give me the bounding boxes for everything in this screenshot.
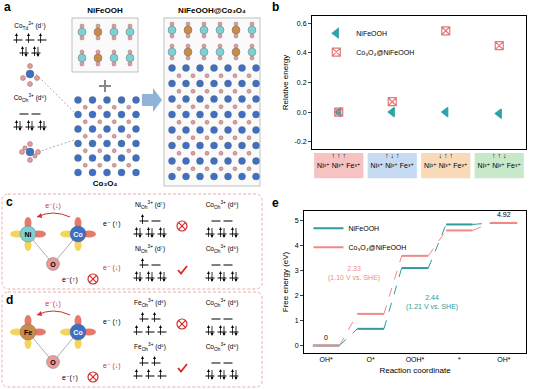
svg-text:Fe: Fe bbox=[24, 329, 32, 336]
svg-text:O: O bbox=[50, 261, 56, 268]
svg-text:NiOh3+ (d⁷): NiOh3+ (d⁷) bbox=[135, 200, 165, 211]
svg-text:OOH*: OOH* bbox=[406, 356, 425, 363]
svg-text:0.2: 0.2 bbox=[297, 79, 307, 86]
svg-text:2.33(1.10 V vs. SHE): 2.33(1.10 V vs. SHE) bbox=[328, 265, 380, 282]
svg-text:d: d bbox=[6, 293, 13, 307]
svg-text:NiFeOOH: NiFeOOH bbox=[348, 225, 379, 232]
svg-text:2: 2 bbox=[295, 292, 299, 299]
html-text:e: e bbox=[272, 196, 279, 210]
svg-text:NiOh3+ (d⁷): NiOh3+ (d⁷) bbox=[135, 244, 165, 255]
svg-text:-0.2: -0.2 bbox=[295, 138, 307, 145]
svg-text:Ni: Ni bbox=[25, 231, 32, 238]
svg-text:0.0: 0.0 bbox=[297, 109, 307, 116]
svg-text:CoTd2+ (d⁷): CoTd2+ (d⁷) bbox=[14, 21, 46, 32]
svg-text:e⁻(↑): e⁻(↑) bbox=[62, 276, 78, 284]
svg-text:↑ ↑ ↑Ni³⁺ Ni³⁺ Fe³⁺: ↑ ↑ ↑Ni³⁺ Ni³⁺ Fe³⁺ bbox=[317, 152, 361, 168]
svg-text:c: c bbox=[6, 195, 13, 209]
svg-text:*: * bbox=[458, 356, 461, 363]
svg-text:e⁻(↑): e⁻(↑) bbox=[62, 374, 78, 382]
svg-text:CoOh3+ (d⁶): CoOh3+ (d⁶) bbox=[206, 244, 239, 255]
svg-text:Co₃O₄: Co₃O₄ bbox=[93, 179, 118, 188]
svg-text:O*: O* bbox=[367, 356, 375, 363]
svg-text:e⁻ (↓): e⁻ (↓) bbox=[103, 264, 121, 272]
svg-text:Co₃O₄@NiFeOOH: Co₃O₄@NiFeOOH bbox=[356, 49, 414, 56]
svg-text:0: 0 bbox=[324, 334, 328, 341]
svg-text:CoOh3+ (d⁶): CoOh3+ (d⁶) bbox=[14, 93, 47, 104]
svg-text:CoOh3+ (d⁶): CoOh3+ (d⁶) bbox=[206, 342, 239, 353]
svg-text:3: 3 bbox=[295, 267, 299, 274]
svg-text:5: 5 bbox=[295, 217, 299, 224]
svg-text:e⁻(↓): e⁻(↓) bbox=[45, 300, 61, 308]
svg-text:4.92: 4.92 bbox=[497, 211, 511, 218]
svg-text:OH*: OH* bbox=[320, 356, 334, 363]
svg-text:FeOh3+ (d⁵): FeOh3+ (d⁵) bbox=[134, 342, 166, 353]
svg-text:NiFeOOH: NiFeOOH bbox=[356, 30, 387, 37]
svg-text:4: 4 bbox=[295, 242, 299, 249]
html-text:b: b bbox=[272, 0, 280, 14]
svg-text:0: 0 bbox=[295, 342, 299, 349]
svg-text:e⁻(↓): e⁻(↓) bbox=[45, 202, 61, 210]
svg-text:Co: Co bbox=[73, 329, 82, 336]
svg-text:a: a bbox=[4, 0, 11, 14]
svg-text:Reaction coordinate: Reaction coordinate bbox=[379, 366, 451, 375]
svg-text:Co₃O₄@NiFeOOH: Co₃O₄@NiFeOOH bbox=[348, 244, 406, 251]
svg-text:Co: Co bbox=[73, 231, 82, 238]
svg-text:e⁻ (↓): e⁻ (↓) bbox=[103, 362, 121, 370]
svg-text:2.44(1.21 V vs. SHE): 2.44(1.21 V vs. SHE) bbox=[406, 294, 458, 311]
svg-text:e⁻ (↑): e⁻ (↑) bbox=[103, 220, 121, 228]
svg-text:0.4: 0.4 bbox=[297, 49, 307, 56]
svg-text:↓ ↑ ↑Ni³⁺ Ni³⁺ Fe³⁺: ↓ ↑ ↑Ni³⁺ Ni³⁺ Fe³⁺ bbox=[424, 152, 468, 168]
svg-text:NiFeOOH: NiFeOOH bbox=[87, 6, 123, 15]
svg-text:↑ ↑ ↓Ni³⁺ Ni³⁺ Fe³⁺: ↑ ↑ ↓Ni³⁺ Ni³⁺ Fe³⁺ bbox=[478, 152, 522, 168]
svg-text:FeOh3+ (d⁵): FeOh3+ (d⁵) bbox=[134, 298, 166, 309]
svg-text:NiFeOOH@Co₃O₄: NiFeOOH@Co₃O₄ bbox=[178, 6, 246, 15]
svg-text:e⁻ (↑): e⁻ (↑) bbox=[103, 318, 121, 326]
svg-text:Free energy (eV): Free energy (eV) bbox=[281, 251, 290, 312]
svg-text:O: O bbox=[50, 359, 56, 366]
svg-text:1: 1 bbox=[295, 317, 299, 324]
svg-text:CoOh3+ (d⁶): CoOh3+ (d⁶) bbox=[206, 298, 239, 309]
svg-text:CoOh3+ (d⁶): CoOh3+ (d⁶) bbox=[206, 200, 239, 211]
svg-text:↑ ↓ ↑Ni³⁺ Ni³⁺ Fe³⁺: ↑ ↓ ↑Ni³⁺ Ni³⁺ Fe³⁺ bbox=[371, 152, 415, 168]
svg-text:Relative energy: Relative energy bbox=[281, 55, 290, 111]
svg-text:0.6: 0.6 bbox=[297, 20, 307, 27]
svg-text:OH*: OH* bbox=[497, 356, 511, 363]
